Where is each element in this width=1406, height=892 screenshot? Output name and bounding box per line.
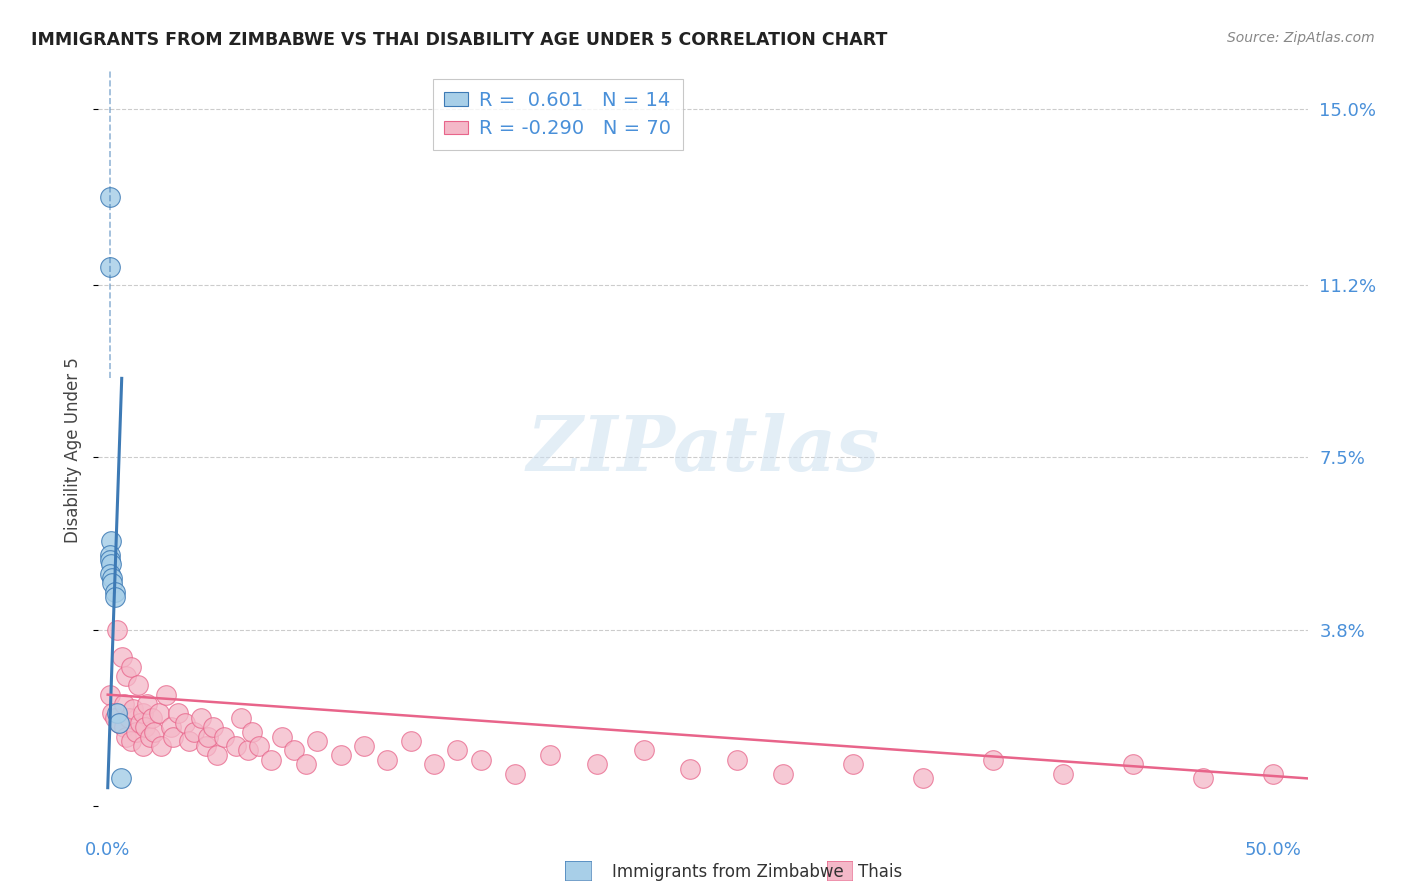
- Point: [271, 730, 294, 744]
- Point: [423, 757, 446, 772]
- Point: [294, 757, 316, 772]
- Point: [240, 724, 263, 739]
- Point: [375, 753, 398, 767]
- Point: [446, 743, 468, 757]
- Point: [134, 720, 156, 734]
- Point: [138, 730, 160, 744]
- Point: [98, 688, 121, 702]
- Text: Thais: Thais: [858, 863, 901, 881]
- Point: [141, 711, 163, 725]
- Point: [100, 558, 122, 572]
- Point: [112, 720, 135, 734]
- Point: [633, 743, 655, 757]
- Point: [104, 590, 127, 604]
- Point: [131, 706, 153, 721]
- Point: [470, 753, 492, 767]
- Point: [260, 753, 283, 767]
- Point: [98, 190, 121, 204]
- Point: [125, 724, 148, 739]
- Point: [120, 734, 142, 748]
- Point: [586, 757, 609, 772]
- Text: Immigrants from Zimbabwe: Immigrants from Zimbabwe: [612, 863, 844, 881]
- Point: [225, 739, 247, 753]
- Point: [229, 711, 252, 725]
- Point: [159, 720, 181, 734]
- Y-axis label: Disability Age Under 5: Disability Age Under 5: [65, 358, 83, 543]
- Point: [173, 715, 195, 730]
- Point: [155, 688, 177, 702]
- Point: [120, 659, 142, 673]
- Point: [912, 772, 935, 786]
- Point: [1052, 766, 1074, 780]
- Point: [201, 720, 224, 734]
- Text: IMMIGRANTS FROM ZIMBABWE VS THAI DISABILITY AGE UNDER 5 CORRELATION CHART: IMMIGRANTS FROM ZIMBABWE VS THAI DISABIL…: [31, 31, 887, 49]
- Point: [148, 706, 170, 721]
- Point: [505, 766, 527, 780]
- Point: [772, 766, 794, 780]
- Point: [283, 743, 305, 757]
- Point: [679, 762, 702, 776]
- Point: [190, 711, 212, 725]
- Point: [127, 678, 149, 692]
- Point: [166, 706, 188, 721]
- Point: [353, 739, 375, 753]
- Point: [399, 734, 422, 748]
- Point: [1191, 772, 1213, 786]
- Point: [131, 739, 153, 753]
- Point: [98, 553, 121, 567]
- Point: [179, 734, 201, 748]
- Point: [111, 650, 134, 665]
- Point: [136, 697, 159, 711]
- Point: [981, 753, 1004, 767]
- Point: [115, 669, 138, 683]
- Point: [115, 730, 138, 744]
- Point: [247, 739, 270, 753]
- Point: [842, 757, 865, 772]
- Point: [197, 730, 219, 744]
- Point: [236, 743, 259, 757]
- Point: [108, 715, 131, 730]
- Point: [122, 701, 145, 715]
- Point: [150, 739, 173, 753]
- Point: [725, 753, 748, 767]
- Point: [105, 623, 128, 637]
- Legend: R =  0.601   N = 14, R = -0.290   N = 70: R = 0.601 N = 14, R = -0.290 N = 70: [433, 79, 683, 150]
- Point: [98, 548, 121, 562]
- Point: [1261, 766, 1284, 780]
- Point: [112, 697, 135, 711]
- Point: [143, 724, 166, 739]
- Point: [100, 534, 122, 549]
- Point: [538, 748, 561, 763]
- Point: [101, 571, 124, 585]
- Point: [101, 706, 124, 721]
- Point: [183, 724, 205, 739]
- Point: [101, 576, 124, 591]
- Text: ZIPatlas: ZIPatlas: [526, 414, 880, 487]
- Point: [329, 748, 352, 763]
- Point: [104, 711, 127, 725]
- Point: [110, 772, 132, 786]
- Point: [108, 715, 131, 730]
- Point: [104, 585, 127, 599]
- Point: [207, 748, 229, 763]
- Point: [98, 260, 121, 274]
- Point: [129, 715, 152, 730]
- Point: [98, 566, 121, 581]
- Point: [194, 739, 217, 753]
- Point: [162, 730, 184, 744]
- Point: [1122, 757, 1144, 772]
- Point: [212, 730, 235, 744]
- Point: [307, 734, 329, 748]
- Point: [105, 706, 128, 721]
- Point: [118, 711, 141, 725]
- Text: Source: ZipAtlas.com: Source: ZipAtlas.com: [1227, 31, 1375, 45]
